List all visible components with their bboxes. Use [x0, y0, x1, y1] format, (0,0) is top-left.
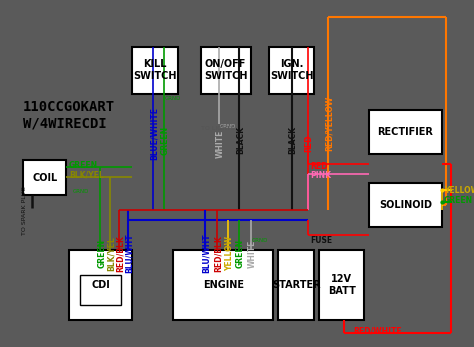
Text: BLU/WHT: BLU/WHT	[202, 234, 211, 273]
FancyBboxPatch shape	[319, 250, 365, 320]
Text: TO LIGHTS: TO LIGHTS	[201, 126, 234, 131]
Text: BLU/WHT: BLU/WHT	[125, 234, 134, 273]
FancyBboxPatch shape	[369, 184, 442, 227]
Text: YELLOW: YELLOW	[225, 236, 234, 271]
Text: GRND: GRND	[220, 124, 236, 129]
Text: GRND: GRND	[165, 96, 182, 101]
Text: RED: RED	[310, 162, 328, 171]
Text: 12V
BATT: 12V BATT	[328, 274, 356, 296]
Text: RED: RED	[304, 135, 313, 152]
Text: BLK/YEL: BLK/YEL	[69, 171, 104, 180]
Text: ON/OFF
SWITCH: ON/OFF SWITCH	[204, 59, 247, 81]
Text: RED/BLK: RED/BLK	[213, 235, 222, 272]
FancyBboxPatch shape	[269, 47, 314, 94]
Text: BLACK: BLACK	[236, 126, 245, 154]
Text: ENGINE: ENGINE	[203, 280, 244, 290]
Text: STARTER: STARTER	[272, 280, 320, 290]
Text: GREEN: GREEN	[161, 126, 170, 155]
Text: 110CCGOKART
W/4WIRECDI: 110CCGOKART W/4WIRECDI	[23, 100, 115, 130]
Text: YELLOW: YELLOW	[444, 186, 474, 195]
FancyBboxPatch shape	[201, 47, 251, 94]
Text: FUSE: FUSE	[310, 236, 332, 245]
Text: BLK/YEL: BLK/YEL	[106, 236, 115, 271]
Text: RED/BLK: RED/BLK	[116, 235, 125, 272]
Text: GREEN: GREEN	[444, 196, 473, 205]
FancyBboxPatch shape	[369, 110, 442, 153]
Text: GREEN: GREEN	[69, 161, 98, 170]
Text: GRND: GRND	[73, 189, 90, 194]
Text: KILL
SWITCH: KILL SWITCH	[133, 59, 177, 81]
Text: WHITE: WHITE	[216, 129, 225, 158]
Text: BLACK: BLACK	[288, 126, 297, 154]
Text: PINK: PINK	[310, 171, 331, 180]
FancyBboxPatch shape	[278, 250, 314, 320]
FancyBboxPatch shape	[69, 250, 132, 320]
FancyBboxPatch shape	[80, 275, 121, 305]
Text: RED/YELLOW: RED/YELLOW	[325, 96, 334, 151]
Text: TO SPARK PLUG: TO SPARK PLUG	[22, 186, 27, 235]
Text: IGN.
SWITCH: IGN. SWITCH	[270, 59, 313, 81]
Text: RED/WHITE: RED/WHITE	[353, 326, 401, 335]
Text: GRND: GRND	[252, 238, 268, 243]
Text: BLUE/WHITE: BLUE/WHITE	[150, 107, 159, 160]
Text: GREEN: GREEN	[97, 239, 106, 268]
Text: SOLINOID: SOLINOID	[379, 200, 432, 210]
Text: WHITE: WHITE	[247, 239, 256, 268]
Text: CDI: CDI	[91, 280, 110, 290]
Text: RECTIFIER: RECTIFIER	[377, 127, 433, 137]
FancyBboxPatch shape	[173, 250, 273, 320]
FancyBboxPatch shape	[23, 160, 66, 195]
Text: COIL: COIL	[32, 173, 57, 183]
Text: GREEN: GREEN	[236, 239, 245, 268]
FancyBboxPatch shape	[132, 47, 178, 94]
